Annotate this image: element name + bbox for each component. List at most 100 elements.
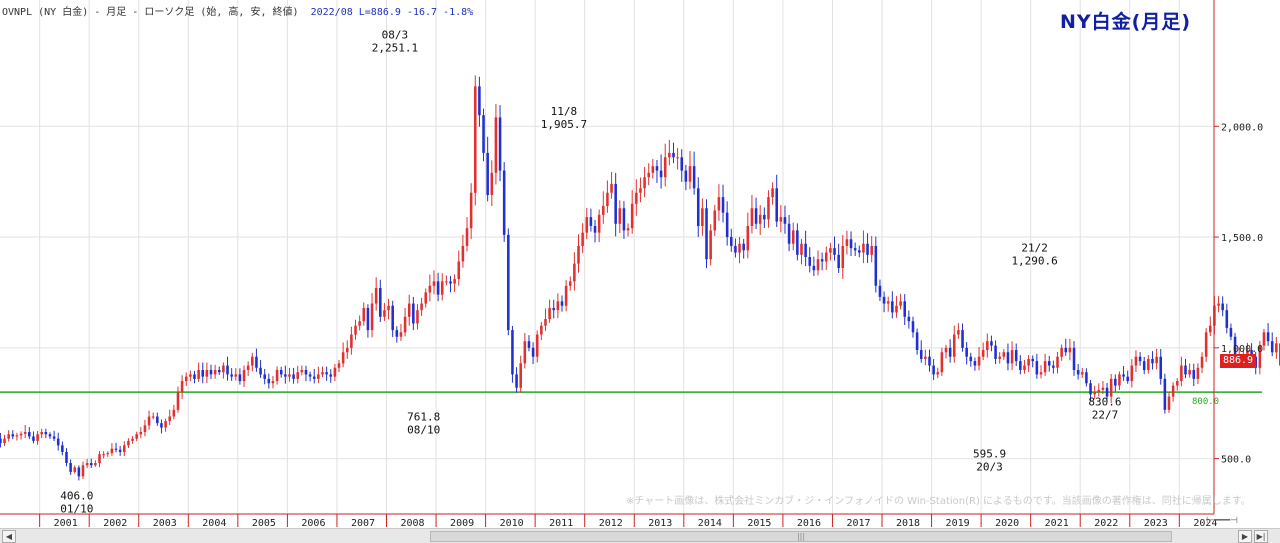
candle-body [618, 208, 622, 224]
candle-body [180, 381, 184, 393]
candle-body [903, 301, 906, 317]
candle-body [779, 217, 783, 222]
candle-body [94, 463, 97, 466]
candle-body [630, 203, 634, 229]
candle-body [899, 301, 902, 306]
candle-body [395, 330, 399, 337]
candle-body [511, 330, 514, 375]
x-tick-label: 2006 [301, 518, 325, 528]
candle-body [758, 214, 762, 224]
scroll-left-icon[interactable]: ◀ [2, 530, 16, 543]
candle-body [709, 230, 712, 260]
candle-body [333, 367, 337, 377]
candle-body [730, 237, 733, 246]
x-tick-label: 2007 [351, 518, 375, 528]
zoom-slider-icon[interactable]: ⊢━━━⊣ [1206, 516, 1238, 526]
candle-body [473, 86, 477, 193]
scroll-right-icon[interactable]: ▶ [1238, 530, 1252, 543]
candle-body [556, 301, 560, 311]
candle-body [32, 436, 35, 441]
candle-body [160, 423, 163, 428]
candle-body [602, 206, 605, 215]
candle-body [490, 172, 494, 195]
candle-body [345, 347, 349, 353]
candle-body [804, 243, 807, 257]
candle-body [680, 157, 684, 171]
candle-body [350, 334, 353, 348]
candle-body [981, 350, 985, 357]
candle-body [775, 188, 778, 222]
candle-body [1039, 372, 1043, 375]
candle-body [783, 217, 787, 224]
candle-body [127, 440, 130, 446]
candle-body [593, 225, 597, 233]
candle-body [1056, 356, 1059, 368]
annotation-label: 20/3 [976, 460, 1003, 473]
candle-body [833, 248, 836, 255]
candle-body [465, 228, 469, 246]
scroll-end-icon[interactable]: ▶| [1254, 530, 1268, 543]
candle-body [118, 449, 122, 452]
candle-body [1035, 361, 1039, 375]
candle-body [1217, 303, 1220, 306]
candle-body [317, 374, 320, 379]
y-tick-label: 1,500.0 [1221, 233, 1263, 244]
candle-body [1006, 352, 1010, 364]
x-tick-label: 2009 [450, 518, 474, 528]
candle-body [1266, 332, 1270, 342]
candle-body [85, 463, 89, 466]
candle-body [469, 192, 473, 229]
candle-body [81, 465, 85, 477]
candle-body [1147, 358, 1150, 370]
candle-body [663, 157, 667, 178]
candle-body [626, 228, 630, 231]
candle-body [143, 425, 147, 433]
candle-body [1076, 369, 1080, 375]
candle-body [56, 438, 60, 446]
candle-body [928, 356, 931, 366]
candle-body [234, 374, 238, 377]
candle-body [23, 432, 27, 434]
candle-body [391, 305, 394, 331]
candle-body [585, 217, 589, 233]
candle-body [197, 369, 200, 379]
scrollbar-thumb[interactable]: ||| [430, 531, 1172, 542]
candle-body [1019, 361, 1022, 370]
candle-body [891, 301, 894, 313]
candle-body [15, 435, 19, 437]
plot-area [0, 0, 1214, 514]
x-tick-label: 2021 [1045, 518, 1069, 528]
candle-body [701, 208, 704, 226]
candle-body [1010, 350, 1014, 364]
candle-body [449, 281, 452, 284]
candle-body [147, 416, 151, 426]
candle-body [845, 239, 849, 246]
zoom-controls[interactable]: ⊢━━━⊣ [1206, 516, 1278, 528]
candle-body [242, 369, 246, 382]
candle-body [1052, 365, 1055, 368]
candle-body [800, 243, 803, 255]
candle-body [436, 281, 440, 295]
candle-body [771, 188, 774, 198]
candle-body [329, 374, 333, 377]
candle-body [961, 330, 964, 348]
candle-body [734, 245, 737, 253]
annotation-label: 1,290.6 [1011, 254, 1057, 267]
candle-body [263, 374, 266, 379]
candle-body [527, 341, 531, 348]
candle-body [738, 243, 741, 253]
candle-body [284, 374, 287, 377]
candle-body [725, 212, 729, 238]
candle-body [205, 369, 209, 377]
candle-body [1155, 356, 1158, 364]
horizontal-scrollbar[interactable]: ◀ ||| ▶ ▶| [0, 528, 1280, 543]
candle-body [321, 372, 324, 375]
candle-body [622, 208, 626, 231]
candle-body [131, 438, 134, 441]
candle-body [763, 214, 766, 220]
candle-body [568, 281, 572, 286]
candle-body [251, 356, 254, 366]
candle-body [1163, 378, 1167, 410]
x-tick-label: 2004 [202, 518, 226, 528]
candle-body [849, 239, 853, 249]
